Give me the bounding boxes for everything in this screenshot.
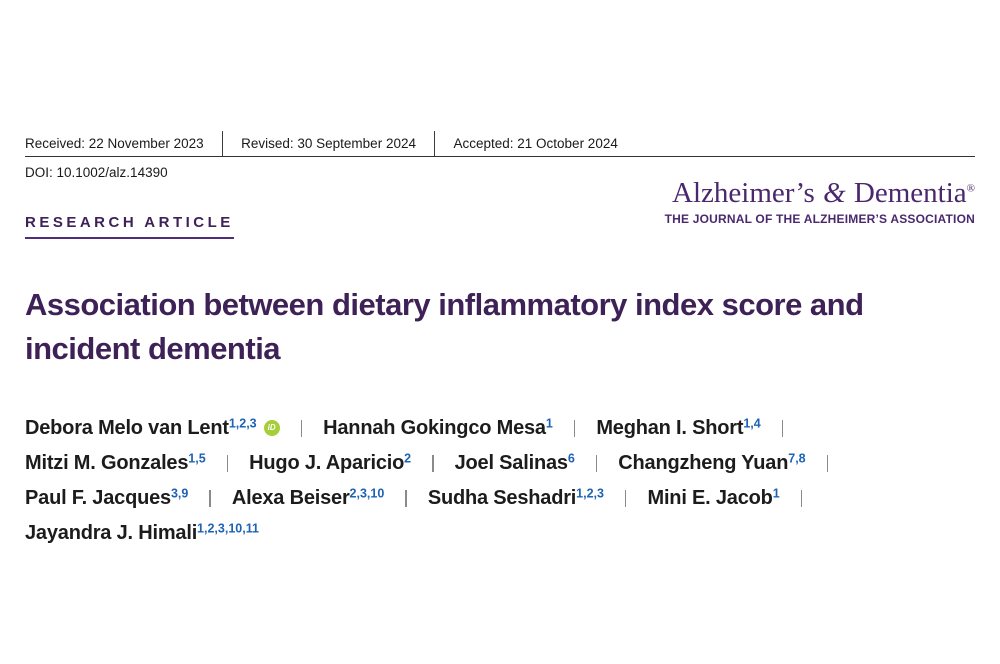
author: Mitzi M. Gonzales1,5 <box>25 452 206 475</box>
author: Sudha Seshadri1,2,3 <box>428 487 604 510</box>
author-name: Alexa Beiser <box>231 487 350 509</box>
affiliation-superscript: 1 <box>772 486 780 501</box>
registered-trademark-symbol: ® <box>966 182 975 195</box>
author: Hugo J. Aparicio2 <box>249 452 411 475</box>
affiliation-superscript: 2 <box>404 451 412 466</box>
author: Debora Melo van Lent1,2,3 iD <box>25 417 280 440</box>
author-separator <box>432 455 434 472</box>
affiliation-superscript: 1,2,3,10,11 <box>197 521 259 536</box>
affiliation-superscript: 3,9 <box>170 486 189 501</box>
author-block: Debora Melo van Lent1,2,3 iD Hannah Goking… <box>25 411 975 551</box>
author-separator <box>826 455 829 472</box>
dates-divider <box>433 131 436 156</box>
author-name: Hugo J. Aparicio <box>249 452 405 474</box>
author-separator <box>624 490 627 507</box>
author-separator <box>595 455 598 472</box>
article-type-label: RESEARCH ARTICLE <box>25 214 234 239</box>
author-separator <box>573 420 576 437</box>
dates-divider <box>221 131 224 156</box>
affiliation-superscript: 7,8 <box>788 451 806 466</box>
author-name: Meghan I. Short <box>596 417 744 439</box>
author: Jayandra J. Himali1,2,3,10,11 <box>25 522 259 545</box>
journal-ampersand: & <box>823 177 846 209</box>
journal-logo: Alzheimer’s & Dementia® THE JOURNAL OF T… <box>664 177 975 226</box>
author-separator <box>405 490 407 507</box>
affiliation-superscript: 6 <box>567 451 575 466</box>
author-separator <box>800 490 803 507</box>
doi-link[interactable]: DOI: 10.1002/alz.14390 <box>25 165 168 180</box>
affiliation-superscript: 1,2,3 <box>576 486 604 501</box>
author-line: Mitzi M. Gonzales1,5 Hugo J. Aparicio2 Joe… <box>25 446 975 481</box>
received-date: Received: 22 November 2023 <box>25 136 204 151</box>
author-separator <box>209 490 211 507</box>
affiliation-superscript: 1,4 <box>743 416 761 431</box>
author-name: Paul F. Jacques <box>25 487 171 509</box>
author-name: Sudha Seshadri <box>427 487 577 509</box>
author-separator <box>300 420 303 437</box>
author-name: Mini E. Jacob <box>647 487 773 509</box>
author-name: Joel Salinas <box>454 452 568 474</box>
author-line: Debora Melo van Lent1,2,3 iD Hannah Goking… <box>25 411 975 446</box>
author-separator <box>781 420 784 437</box>
author-name: Jayandra J. Himali <box>25 522 198 544</box>
paper-title-line-2: incident dementia <box>25 331 281 366</box>
paper-title: Association between dietary inflammatory… <box>25 283 975 371</box>
author-line: Jayandra J. Himali1,2,3,10,11 <box>25 516 975 551</box>
author: Alexa Beiser2,3,10 <box>232 487 384 510</box>
affiliation-superscript: 1,5 <box>188 451 206 466</box>
accepted-date: Accepted: 21 October 2024 <box>453 136 618 151</box>
author: Mini E. Jacob1 <box>647 487 779 510</box>
journal-name-part1: Alzheimer’s <box>672 177 815 209</box>
journal-name-part2: Dementia <box>853 177 967 209</box>
revised-date: Revised: 30 September 2024 <box>241 136 416 151</box>
manuscript-dates-row: Received: 22 November 2023 Revised: 30 S… <box>25 131 975 157</box>
author: Changzheng Yuan7,8 <box>618 452 805 475</box>
author-line: Paul F. Jacques3,9 Alexa Beiser2,3,10 Sudh… <box>25 481 975 516</box>
author-name: Hannah Gokingco Mesa <box>323 417 546 439</box>
journal-subtitle: THE JOURNAL OF THE ALZHEIMER’S ASSOCIATI… <box>664 211 975 226</box>
affiliation-superscript: 2,3,10 <box>349 486 385 501</box>
affiliation-superscript: 1 <box>545 416 553 431</box>
author-name: Mitzi M. Gonzales <box>25 452 189 474</box>
author-name: Debora Melo van Lent <box>25 417 229 439</box>
author: Joel Salinas6 <box>455 452 575 475</box>
doi-article-type-column: DOI: 10.1002/alz.14390 RESEARCH ARTICLE <box>25 157 234 239</box>
author-name: Changzheng Yuan <box>618 452 789 474</box>
journal-name: Alzheimer’s & Dementia® <box>665 177 975 210</box>
paper-title-line-1: Association between dietary inflammatory… <box>25 287 864 322</box>
author: Hannah Gokingco Mesa1 <box>323 417 553 440</box>
author-separator <box>226 455 229 472</box>
affiliation-superscript: 1,2,3 <box>228 416 257 431</box>
orcid-icon[interactable]: iD <box>263 419 280 436</box>
author: Paul F. Jacques3,9 <box>25 487 188 510</box>
doi-logo-row: DOI: 10.1002/alz.14390 RESEARCH ARTICLE … <box>25 157 975 239</box>
author: Meghan I. Short1,4 <box>596 417 760 440</box>
